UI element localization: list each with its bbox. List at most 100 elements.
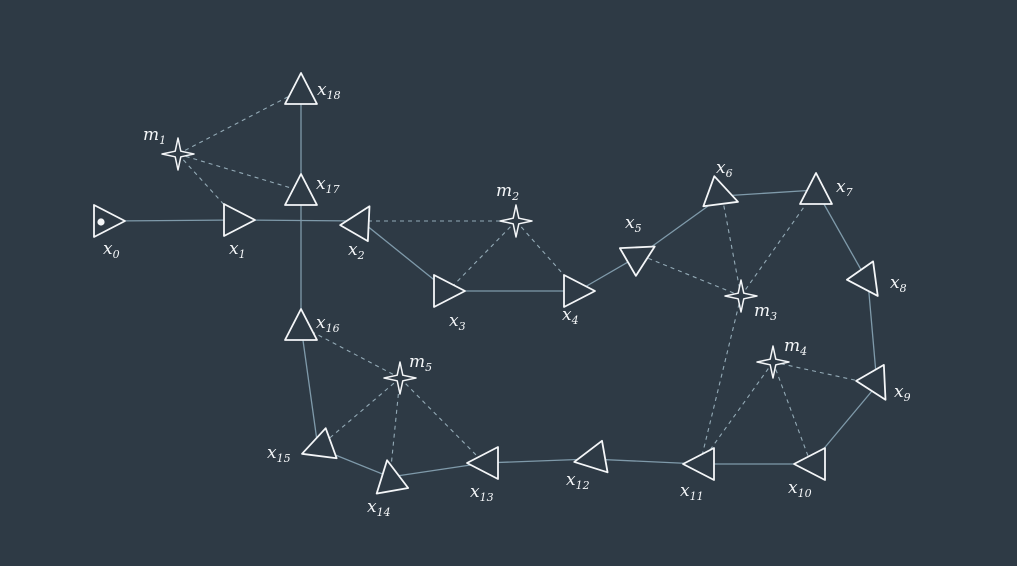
pose-x4	[563, 274, 596, 308]
pose-x0	[93, 204, 126, 238]
label-x0-subscript: 0	[113, 248, 120, 261]
observation-edge-m3-x6	[721, 195, 742, 297]
pose-x8	[845, 260, 879, 297]
pose-x14	[375, 459, 410, 495]
label-m2-subscript: 2	[511, 190, 519, 203]
label-m2: m2	[496, 181, 519, 203]
label-x15: x15	[267, 443, 291, 465]
observation-edge-m5-x16	[300, 325, 401, 379]
label-x15-subscript: 15	[277, 452, 291, 465]
label-x8: x8	[890, 273, 907, 295]
odometry-edge-x13-x14	[389, 462, 485, 478]
label-x18: x18	[317, 80, 341, 102]
odometry-edge-x8-x9	[867, 281, 878, 386]
observation-edge-m5-x13	[399, 377, 485, 464]
odometry-edges	[107, 90, 878, 478]
pose-x16	[284, 308, 318, 341]
pose-triangle-icon	[339, 205, 371, 243]
label-m3-subscript: 3	[770, 310, 777, 323]
pose-x6	[702, 175, 739, 208]
label-x13-subscript: 13	[480, 491, 494, 504]
pose-x11	[682, 447, 715, 481]
observation-edge-m1-x18	[177, 89, 302, 155]
label-x6-subscript: 6	[726, 167, 733, 180]
pose-triangle-icon	[284, 173, 318, 206]
landmark-m2-star-icon	[499, 204, 533, 238]
pose-triangle-icon	[284, 72, 318, 105]
observation-edge-m4-x11	[699, 361, 774, 465]
pose-triangle-icon	[466, 446, 499, 480]
label-m1: m1	[143, 125, 166, 147]
label-x9: x9	[894, 382, 911, 404]
landmark-m5-star-icon	[383, 361, 417, 395]
pose-x5	[618, 245, 656, 277]
pose-x13	[466, 446, 499, 480]
label-x12: x12	[566, 470, 590, 492]
label-x1: x1	[229, 239, 246, 261]
pose-triangle-icon	[682, 447, 715, 481]
label-x16: x16	[316, 313, 340, 335]
observation-edge-m3-x5	[639, 254, 742, 297]
odometry-edge-x6-x7	[721, 189, 817, 197]
label-x11: x11	[680, 481, 704, 503]
pose-x15	[301, 427, 338, 460]
pose-triangle-icon	[855, 363, 887, 401]
label-x13: x13	[470, 482, 494, 504]
label-x10-subscript: 10	[798, 487, 812, 500]
label-m1-subscript: 1	[159, 134, 166, 147]
label-x11-subscript: 11	[690, 490, 704, 503]
label-x6: x6	[716, 158, 733, 180]
label-m4: m4	[784, 336, 807, 358]
observation-edge-m5-x14	[389, 377, 401, 478]
pose-x18	[284, 72, 318, 105]
odometry-edge-x11-x12	[590, 458, 701, 465]
pose-triangle-icon	[845, 260, 879, 297]
labels: x0 x1 x2 x3 x4 x5 x6 x7 x8 x9 x10 x11 x12 x13 x14 x15 x1…	[103, 80, 911, 519]
pose-triangle-icon	[223, 203, 256, 237]
observation-edge-m4-x10	[772, 361, 812, 465]
label-x5-subscript: 5	[635, 222, 642, 235]
pose-triangle-icon	[618, 245, 656, 277]
label-x2: x2	[348, 240, 365, 262]
observation-edge-m5-x15	[317, 377, 401, 449]
label-x14-subscript: 14	[377, 506, 391, 519]
odometry-edge-x12-x13	[483, 458, 592, 464]
odometry-edge-x1-x2	[237, 219, 362, 222]
observation-edge-m1-x17	[177, 153, 302, 192]
label-x1-subscript: 1	[239, 248, 246, 261]
landmark-m3-star-icon	[724, 279, 758, 313]
label-x3: x3	[449, 311, 466, 333]
label-x5: x5	[625, 213, 642, 235]
label-x7: x7	[836, 177, 853, 199]
landmark-m4-star-icon	[756, 345, 790, 379]
pose-triangle-icon	[702, 175, 739, 208]
label-x8-subscript: 8	[900, 282, 907, 295]
pose-x2	[339, 205, 371, 243]
label-x14: x14	[367, 497, 391, 519]
pose-triangle-icon	[284, 308, 318, 341]
pose-x17	[284, 173, 318, 206]
start-dot-icon	[97, 218, 105, 226]
label-m5-subscript: 5	[425, 361, 432, 374]
pose-triangle-icon	[93, 204, 126, 238]
pose-triangle-icon	[375, 459, 410, 495]
pose-x12	[573, 439, 609, 474]
label-m3: m3	[754, 301, 777, 323]
pose-x10	[793, 447, 826, 481]
pose-x3	[433, 274, 466, 308]
label-x2-subscript: 2	[357, 249, 365, 262]
pose-triangle-icon	[573, 439, 609, 474]
pose-x9	[855, 363, 887, 401]
observation-edge-m3-x7	[740, 189, 817, 297]
label-x17-subscript: 17	[326, 183, 340, 196]
label-m4-subscript: 4	[799, 345, 807, 358]
label-x4-subscript: 4	[571, 314, 579, 327]
label-x7-subscript: 7	[846, 186, 853, 199]
label-x3-subscript: 3	[459, 320, 466, 333]
odometry-edge-x15-x16	[300, 325, 319, 449]
label-x10: x10	[788, 478, 812, 500]
label-x9-subscript: 9	[904, 391, 911, 404]
pose-x7	[799, 172, 833, 205]
observation-edges	[177, 89, 878, 478]
